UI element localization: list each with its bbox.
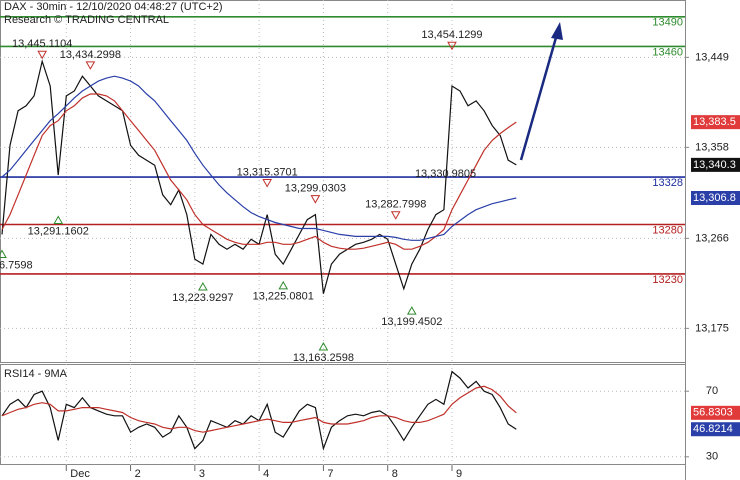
low-marker	[0, 249, 7, 258]
y-tick-label: 13,449	[695, 51, 729, 63]
annotation-label: 13,223.9297	[172, 292, 233, 304]
price-box	[691, 422, 740, 437]
high-marker	[37, 50, 48, 60]
annotation-label: 13,445.1104	[12, 38, 72, 50]
series-line	[1, 93, 517, 250]
price-box	[691, 115, 740, 130]
y-tick-label: 13,175	[695, 322, 729, 334]
annotation-label: 13,282.7998	[365, 199, 426, 211]
annotation-label: 13,454.1299	[421, 29, 482, 41]
high-marker	[447, 41, 457, 51]
x-tick-label: 4	[263, 468, 269, 480]
price-box	[691, 157, 740, 172]
x-tick-label: 3	[199, 468, 205, 480]
low-marker	[198, 281, 208, 291]
low-marker	[406, 306, 417, 315]
x-tick-label: 8	[392, 468, 398, 480]
x-tick-label: 2	[135, 468, 141, 480]
annotation-label: 13,434.2998	[60, 49, 121, 61]
low-marker	[278, 280, 289, 290]
high-marker	[262, 179, 273, 188]
price-box-label: 13,383.5	[693, 116, 736, 128]
annotation-label: 13,299.0303	[285, 183, 346, 195]
high-marker	[390, 211, 401, 220]
high-marker	[310, 195, 321, 204]
price-box	[691, 405, 740, 420]
low-marker	[53, 215, 64, 224]
header-title: DAX - 30min - 12/10/2020 04:48:27 (UTC+2…	[4, 1, 223, 13]
level-label: 13230	[652, 274, 683, 286]
level-label: 13460	[652, 46, 683, 58]
annotation-label: 13,163.2598	[293, 352, 354, 364]
price-box	[691, 191, 740, 205]
series-line	[1, 75, 517, 241]
x-tick-label: Dec	[70, 468, 90, 480]
x-tick-label: 7	[327, 468, 333, 480]
annotation-label: 13,199.4502	[381, 316, 442, 328]
y-tick-label: 70	[706, 385, 718, 397]
price-box-label: 46.8214	[693, 423, 733, 435]
y-tick-label: 13,358	[695, 141, 729, 153]
forecast-arrow	[519, 22, 563, 161]
header-subtitle: Research © TRADING CENTRAL	[4, 14, 169, 26]
annotation-label: 13,330.9805	[415, 168, 476, 180]
annotation-label: 13,225.0801	[253, 291, 314, 303]
level-label: 13280	[652, 224, 683, 236]
low-marker	[318, 341, 329, 351]
annotation-label: 13,256.7598	[0, 259, 33, 271]
price-box-label: 13,340.3	[693, 159, 736, 171]
price-box-label: 56.8303	[693, 407, 733, 419]
x-tick-label: 9	[456, 468, 462, 480]
y-tick-label: 30	[706, 451, 718, 463]
rsi-title: RSI14 - 9MA	[4, 368, 68, 380]
series-line	[1, 385, 517, 433]
level-label: 13490	[652, 17, 683, 29]
level-label: 13328	[652, 177, 683, 189]
annotation-label: 13,315.3701	[237, 166, 298, 178]
annotation-label: 13,291.1602	[28, 225, 89, 237]
high-marker	[85, 61, 96, 70]
price-box-label: 13,306.8	[693, 192, 736, 204]
y-tick-label: 13,266	[695, 232, 729, 244]
